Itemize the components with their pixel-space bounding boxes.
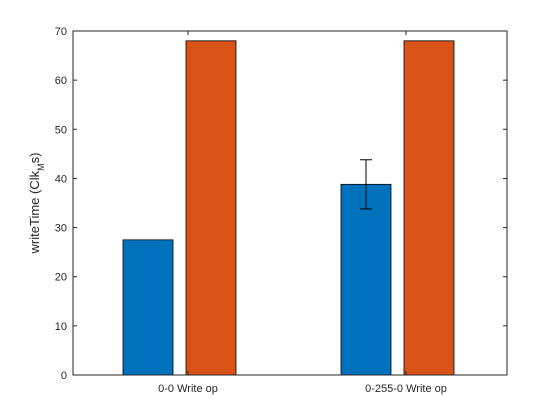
y-axis-label-main: writeTime (Clk (27, 170, 42, 254)
y-ticks-group: 0 10 20 30 40 50 60 70 (55, 26, 507, 382)
y-tick-label-40: 40 (55, 173, 67, 185)
bar-series2-1 (185, 40, 237, 376)
bar-series1-2 (340, 183, 392, 376)
y-tick-label-50: 50 (55, 124, 67, 136)
bar-series1-1 (122, 239, 174, 376)
x-tick-label-2: 0-255-0 Write op (365, 383, 447, 395)
bar-series2-2 (403, 40, 455, 376)
y-tick-label-0: 0 (61, 370, 67, 382)
y-tick-label-10: 10 (55, 321, 67, 333)
x-tick-label-1: 0-0 Write op (158, 383, 218, 395)
y-tick-label-70: 70 (55, 26, 67, 38)
plot-frame (72, 30, 508, 376)
x-ticks-group: 0-0 Write op 0-255-0 Write op (158, 31, 447, 395)
bars-group (122, 40, 455, 376)
y-axis-label-suffix: s) (27, 153, 42, 164)
y-axis-label-subscript: M (36, 163, 46, 171)
y-tick-label-20: 20 (55, 272, 67, 284)
y-tick-label-60: 60 (55, 75, 67, 87)
errorbars-group (360, 159, 372, 210)
y-tick-label-30: 30 (55, 223, 67, 235)
y-axis-label: writeTime (ClkMs) (27, 153, 46, 255)
